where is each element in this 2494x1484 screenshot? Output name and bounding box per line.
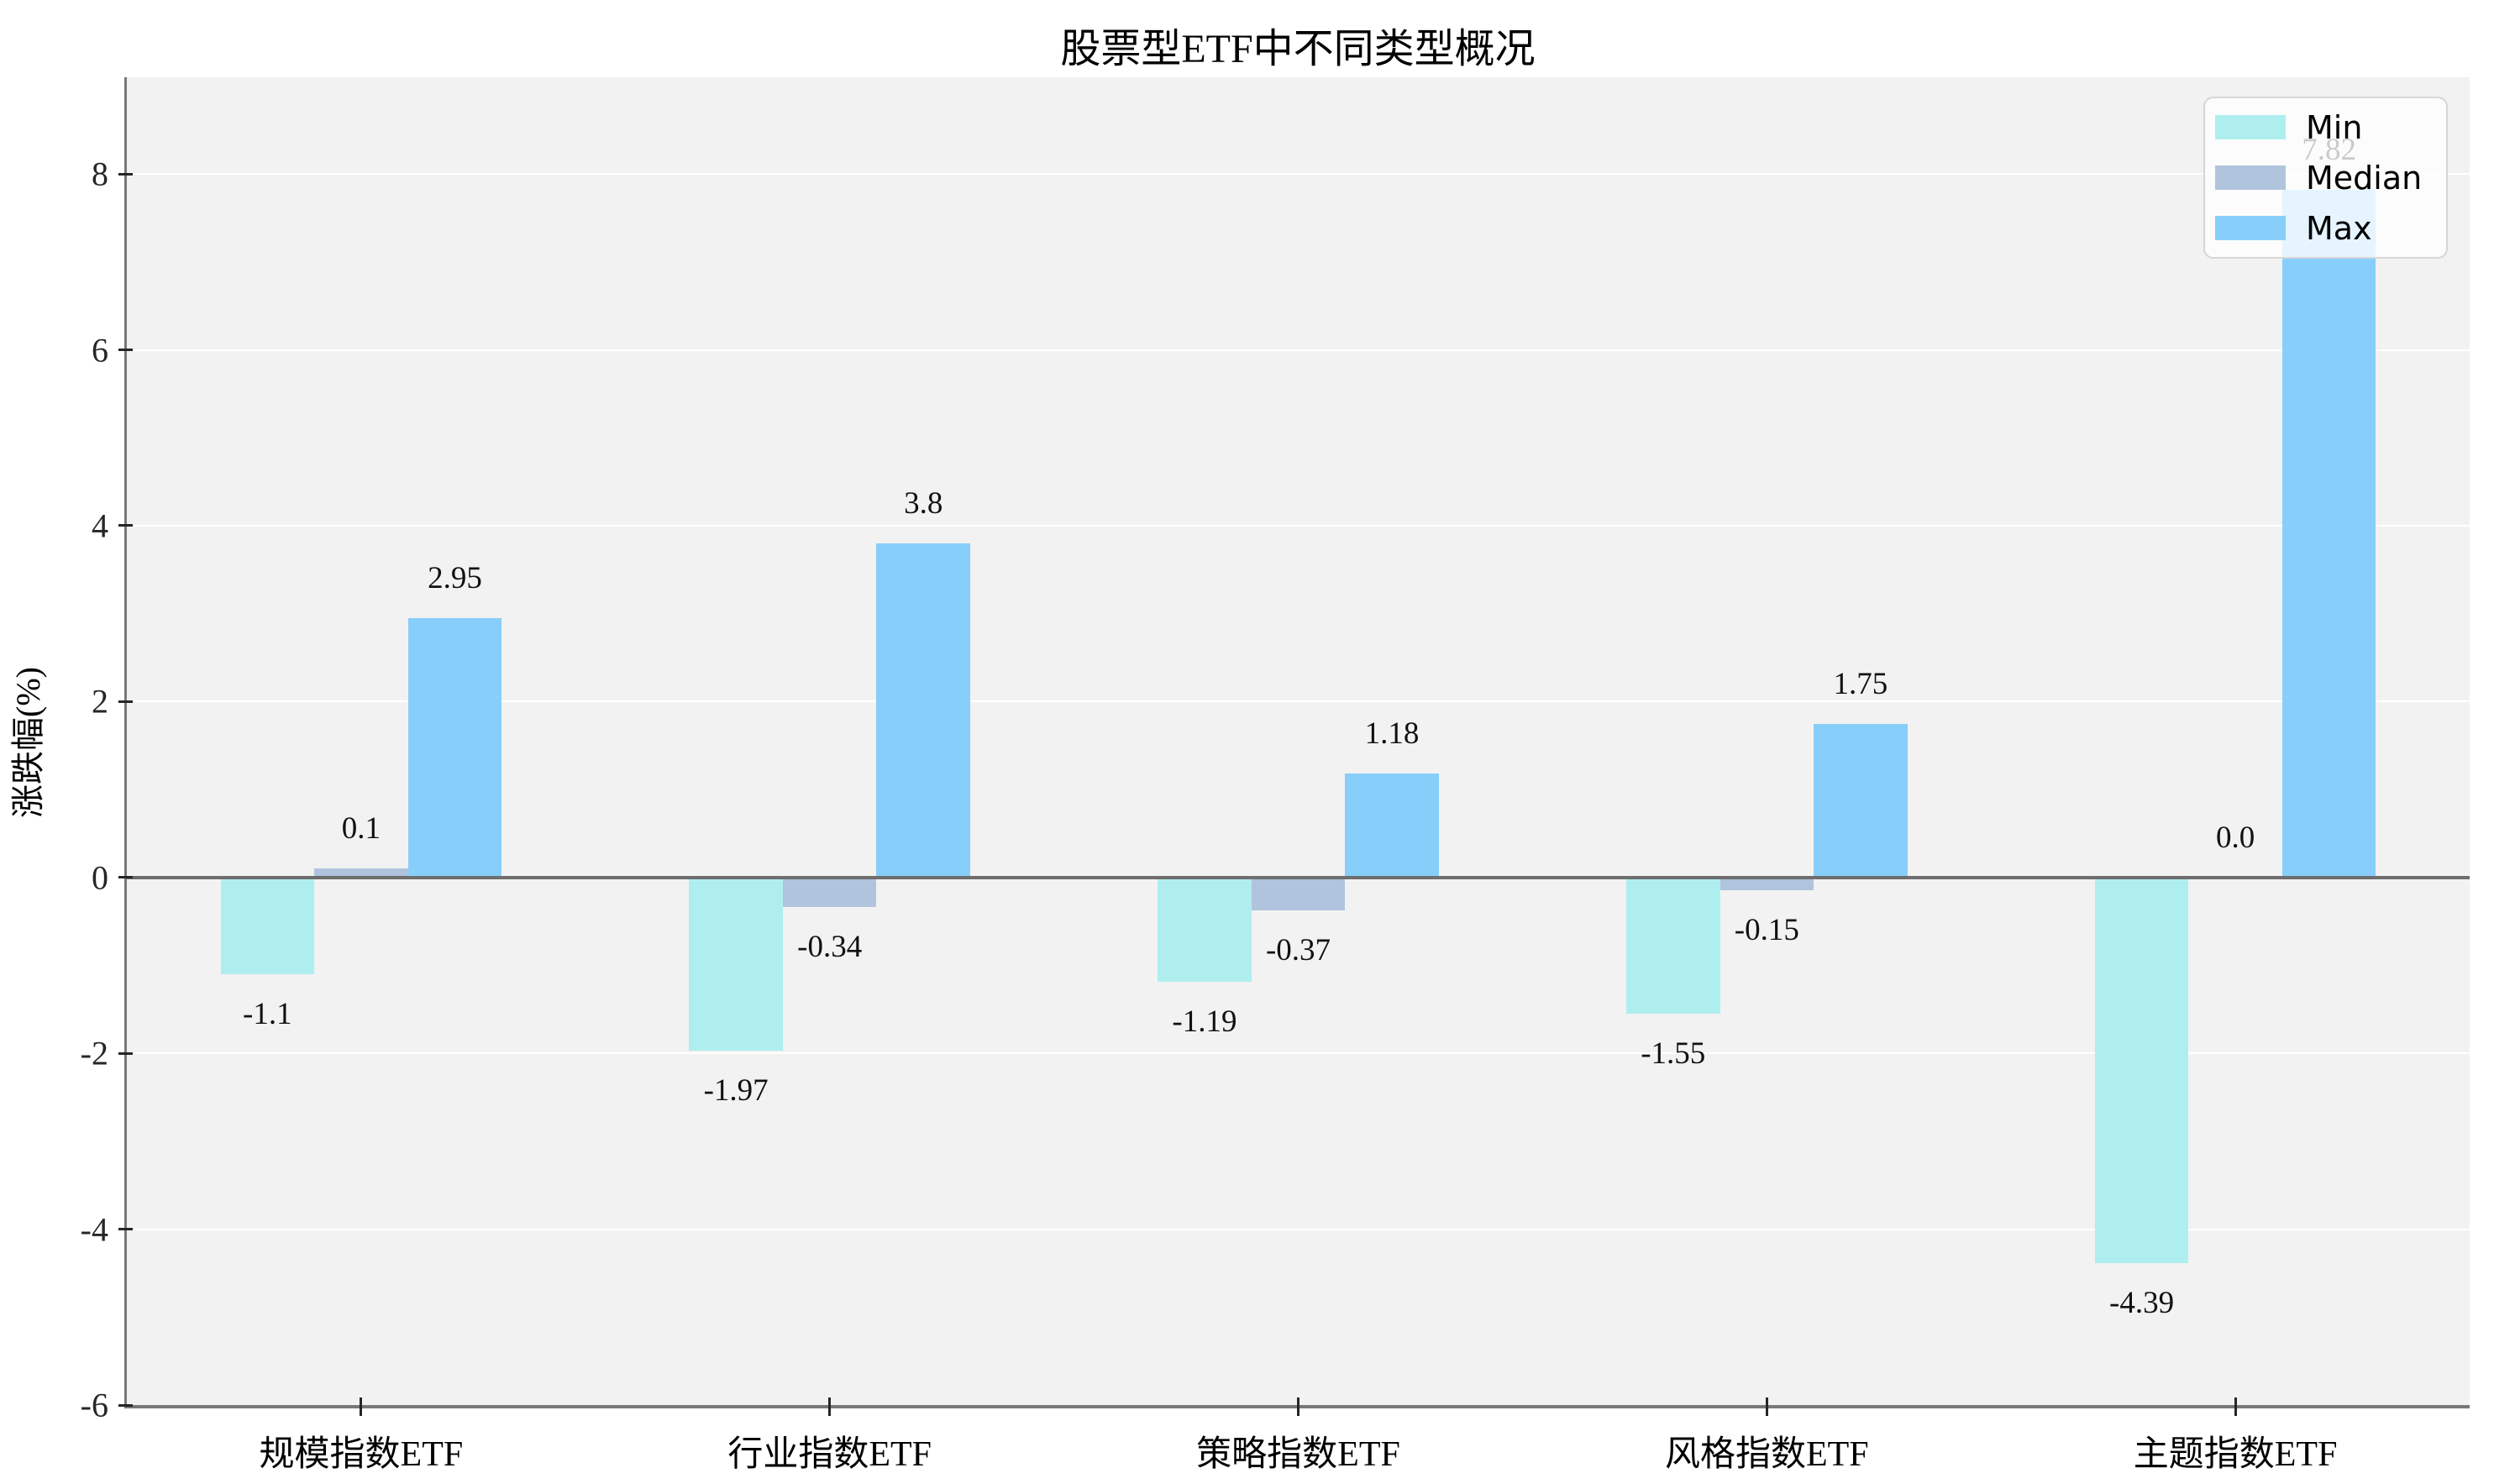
value-label-median-4: -0.15 <box>1734 913 1799 948</box>
value-label-median-1: 0.1 <box>341 811 381 847</box>
gridline <box>127 1228 2470 1230</box>
y-tick <box>118 1051 133 1055</box>
value-label-median-2: -0.34 <box>797 930 863 965</box>
y-tick <box>118 172 133 176</box>
x-tick <box>1297 1397 1300 1416</box>
bar-median-1 <box>314 868 408 878</box>
bar-max-5 <box>2281 190 2376 878</box>
bar-median-3 <box>1251 877 1346 910</box>
y-tick <box>118 1403 133 1407</box>
bar-max-4 <box>1814 723 1908 878</box>
legend-label-min: Min <box>2306 108 2363 146</box>
bar-min-5 <box>2094 877 2189 1264</box>
y-tick <box>118 700 133 703</box>
x-tick-label: 主题指数ETF <box>2133 1435 2338 1474</box>
bar-min-3 <box>1158 877 1252 983</box>
value-label-min-3: -1.19 <box>1172 1004 1237 1040</box>
y-tick <box>118 349 133 352</box>
value-label-max-3: 1.18 <box>1364 716 1420 752</box>
legend-swatch-min-icon <box>2215 115 2286 139</box>
x-tick <box>2234 1397 2237 1416</box>
chart-title: 股票型ETF中不同类型概况 <box>1060 27 1536 71</box>
bar-min-4 <box>1625 877 1720 1015</box>
gridline <box>127 349 2470 351</box>
x-tick <box>360 1397 363 1416</box>
value-label-median-5: 0.0 <box>2215 820 2255 855</box>
y-tick-label: -4 <box>80 1210 108 1249</box>
y-tick <box>118 524 133 527</box>
x-tick <box>828 1397 832 1416</box>
bar-min-2 <box>689 877 783 1051</box>
y-tick-label: 0 <box>92 858 108 897</box>
gridline <box>127 173 2470 176</box>
x-tick <box>1765 1397 1768 1416</box>
bar-median-2 <box>782 877 877 908</box>
y-tick-label: 2 <box>92 682 108 721</box>
y-axis-spine <box>124 77 127 1408</box>
x-tick-label: 策略指数ETF <box>1196 1435 1400 1474</box>
value-label-median-3: -0.37 <box>1265 932 1331 967</box>
value-label-max-2: 3.8 <box>904 485 943 521</box>
y-tick-label: -6 <box>80 1386 108 1424</box>
value-label-max-4: 1.75 <box>1833 666 1888 701</box>
legend-label-max: Max <box>2306 209 2372 247</box>
legend-item-min: Min <box>2215 107 2446 149</box>
plot-area: 8 6 4 2 0 -2 -4 -6 规模指数ETF -1.1 0.1 2.95 行业指数ETF -1.9… <box>81 77 2470 1474</box>
value-label-max-1: 2.95 <box>428 560 482 595</box>
y-tick-label: 6 <box>92 331 108 370</box>
bar-min-1 <box>220 877 315 974</box>
x-tick-label: 行业指数ETF <box>727 1435 932 1474</box>
zero-line <box>127 875 2470 879</box>
x-tick-label: 规模指数ETF <box>259 1435 464 1474</box>
legend-item-median: Median <box>2215 157 2446 199</box>
value-label-min-2: -1.97 <box>703 1073 769 1109</box>
bar-max-1 <box>407 617 502 878</box>
bar-median-4 <box>1720 877 1814 891</box>
legend: Min Median Max <box>2203 97 2448 259</box>
legend-swatch-max-icon <box>2215 216 2286 240</box>
x-tick-label: 风格指数ETF <box>1664 1435 1869 1474</box>
legend-item-max: Max <box>2215 207 2446 249</box>
y-tick-label: -2 <box>80 1034 108 1072</box>
value-label-min-5: -4.39 <box>2108 1286 2175 1321</box>
value-label-min-1: -1.1 <box>243 996 292 1031</box>
gridline <box>127 700 2470 703</box>
bar-max-2 <box>876 543 971 878</box>
y-tick <box>118 876 133 879</box>
legend-swatch-median-icon <box>2215 165 2286 190</box>
bar-max-3 <box>1345 773 1439 878</box>
y-tick <box>118 1228 133 1231</box>
gridline <box>127 524 2470 527</box>
y-tick-label: 8 <box>92 155 108 193</box>
value-label-min-4: -1.55 <box>1641 1036 1706 1072</box>
gridline <box>127 1052 2470 1055</box>
y-tick-label: 4 <box>92 506 108 545</box>
legend-label-median: Median <box>2306 159 2423 197</box>
